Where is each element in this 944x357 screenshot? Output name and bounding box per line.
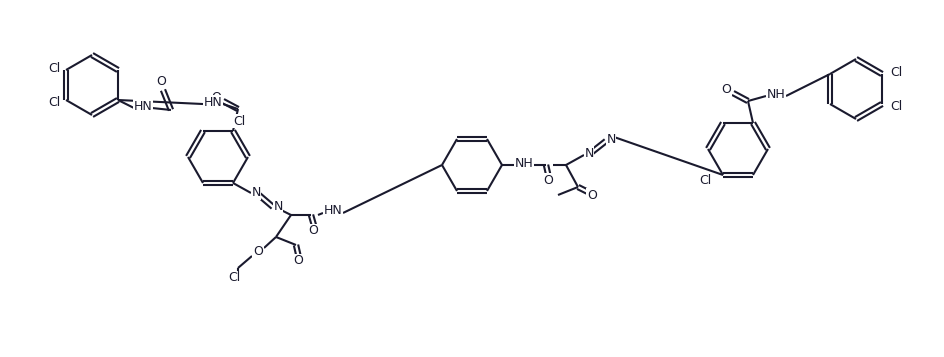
Text: O: O [721,82,731,96]
Text: NH: NH [767,87,785,101]
Text: N: N [274,201,282,213]
Text: HN: HN [324,205,343,217]
Text: O: O [587,188,597,201]
Text: Cl: Cl [699,175,711,187]
Text: Cl: Cl [48,61,60,75]
Text: O: O [253,246,263,258]
Text: NH: NH [514,156,533,170]
Text: Cl: Cl [890,100,902,112]
Text: O: O [293,255,303,267]
Text: O: O [308,225,318,237]
Text: HN: HN [204,96,223,109]
Text: N: N [584,146,594,160]
Text: O: O [211,91,221,104]
Text: Cl: Cl [228,271,240,285]
Text: N: N [606,132,615,146]
Text: Cl: Cl [890,65,902,79]
Text: HN: HN [134,100,152,112]
Text: O: O [543,174,553,186]
Text: Cl: Cl [48,96,60,109]
Text: O: O [156,75,166,87]
Text: Cl: Cl [233,115,245,127]
Text: N: N [251,186,261,200]
